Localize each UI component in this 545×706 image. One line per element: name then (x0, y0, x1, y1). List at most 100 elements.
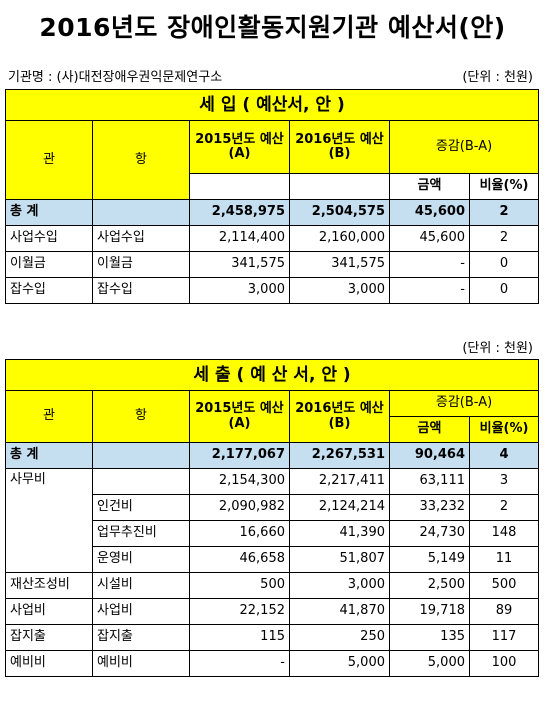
total-label: 총 계 (5, 199, 93, 226)
table-row: 사무비 2,154,300 2,217,411 63,111 3 (5, 468, 540, 573)
cell-2016: 2,124,214 (289, 494, 390, 521)
cell-2015: 46,658 (189, 546, 290, 573)
col-hang: 항 (92, 390, 190, 443)
cell-ratio: 117 (468, 624, 540, 651)
cell-gwan: 잡수입 (5, 277, 93, 304)
total-2015: 2,458,975 (189, 199, 290, 226)
col-2016: 2016년도 예산(B) (289, 390, 390, 443)
cell-2015: - (189, 650, 290, 677)
cell-ratio: 2 (468, 494, 540, 521)
col-2016: 2016년도 예산(B) (289, 120, 390, 174)
cell-amount: 5,149 (389, 546, 470, 573)
cell-ratio: 100 (468, 650, 540, 677)
cell-2016: 5,000 (289, 650, 390, 677)
cell-2015: 2,154,300 (189, 468, 290, 495)
cell-ratio: 2 (468, 225, 540, 252)
cell-hang: 예비비 (92, 650, 190, 677)
cell-gwan: 사업비 (5, 598, 93, 625)
table-row: 예비비 예비비 - 5,000 5,000 100 (5, 650, 540, 677)
cell-2016: 51,807 (289, 546, 390, 573)
cell-2016: 3,000 (289, 572, 390, 599)
col-2016-sub (289, 173, 390, 200)
cell-2015: 16,660 (189, 520, 290, 547)
income-heading: 세 입 ( 예산서, 안 ) (4, 89, 540, 121)
cell-ratio: 11 (468, 546, 540, 573)
cell-2016: 341,575 (289, 251, 390, 278)
cell-amount: 2,500 (389, 572, 470, 599)
cell-hang: 시설비 (92, 572, 190, 599)
cell-amount: - (389, 251, 470, 278)
cell-ratio: 0 (468, 251, 540, 278)
cell-ratio: 0 (468, 277, 540, 304)
income-table: 세 입 ( 예산서, 안 ) 관 항 2015년도 예산(A) 2016년도 예… (4, 89, 540, 304)
page-title: 2016년도 장애인활동지원기관 예산서(안) (39, 13, 506, 42)
cell-2016: 41,870 (289, 598, 390, 625)
col-ratio: 비율(%) (468, 416, 540, 443)
expense-table: 세 출 ( 예 산 서, 안 ) 관 항 2015년도 예산(A) 2016년도… (4, 359, 540, 677)
total-label: 총 계 (5, 442, 93, 469)
cell-amount: 135 (389, 624, 470, 651)
col-diff: 증감(B-A) (388, 390, 540, 417)
cell-amount: 63,111 (389, 468, 470, 495)
cell-2015: 500 (189, 572, 290, 599)
org-label: 기관명 : (사)대전장애우권익문제연구소 (8, 70, 223, 85)
cell-ratio: 89 (468, 598, 540, 625)
table-row: 사업수입 사업수입 2,114,400 2,160,000 45,600 2 (5, 225, 540, 252)
total-ratio: 2 (468, 199, 540, 226)
total-hang (92, 199, 190, 226)
cell-hang: 이월금 (92, 251, 190, 278)
total-2016: 2,504,575 (289, 199, 390, 226)
table-row: 잡수입 잡수입 3,000 3,000 - 0 (5, 277, 540, 304)
cell-amount: 45,600 (389, 225, 470, 252)
table-row: 업무추진비 16,660 41,390 24,730 148 (6, 520, 540, 547)
cell-amount: 24,730 (389, 520, 470, 547)
col-hang: 항 (92, 120, 190, 200)
col-diff: 증감(B-A) (388, 120, 540, 174)
total-hang (92, 442, 190, 469)
cell-hang: 사업수입 (92, 225, 190, 252)
cell-ratio: 3 (468, 468, 540, 495)
cell-2016: 250 (289, 624, 390, 651)
expense-total-row: 총 계 2,177,067 2,267,531 90,464 4 (5, 442, 540, 469)
cell-gwan: 예비비 (5, 650, 93, 677)
cell-amount: 5,000 (389, 650, 470, 677)
cell-2015: 22,152 (189, 598, 290, 625)
cell-gwan: 이월금 (5, 251, 93, 278)
cell-gwan: 사무비 (5, 468, 93, 573)
total-amount: 90,464 (389, 442, 470, 469)
cell-hang (92, 468, 190, 495)
cell-hang: 잡지출 (92, 624, 190, 651)
cell-2015: 115 (189, 624, 290, 651)
col-ratio: 비율(%) (468, 173, 540, 200)
table-row: 잡지출 잡지출 115 250 135 117 (5, 624, 540, 651)
expense-heading: 세 출 ( 예 산 서, 안 ) (4, 359, 540, 391)
col-gwan: 관 (5, 120, 93, 200)
cell-2015: 2,114,400 (189, 225, 290, 252)
cell-hang: 잡수입 (92, 277, 190, 304)
income-total-row: 총 계 2,458,975 2,504,575 45,600 2 (5, 199, 540, 226)
col-2015: 2015년도 예산(A) (189, 120, 290, 174)
cell-ratio: 148 (468, 520, 540, 547)
cell-gwan: 사업수입 (5, 225, 93, 252)
cell-2016: 3,000 (289, 277, 390, 304)
unit-label: (단위 : 천원) (462, 70, 533, 85)
cell-2015: 3,000 (189, 277, 290, 304)
cell-hang: 인건비 (92, 494, 190, 521)
cell-gwan: 잡지출 (5, 624, 93, 651)
table-row: 사업비 사업비 22,152 41,870 19,718 89 (5, 598, 540, 625)
cell-hang: 운영비 (92, 546, 190, 573)
col-gwan: 관 (5, 390, 93, 443)
cell-2016: 2,217,411 (289, 468, 390, 495)
cell-amount: 19,718 (389, 598, 470, 625)
total-2015: 2,177,067 (189, 442, 290, 469)
unit-label-expense: (단위 : 천원) (462, 341, 533, 356)
col-amount: 금액 (389, 416, 470, 443)
col-2015-sub (189, 173, 290, 200)
table-row: 이월금 이월금 341,575 341,575 - 0 (5, 251, 540, 278)
total-2016: 2,267,531 (289, 442, 390, 469)
table-row: 인건비 2,090,982 2,124,214 33,232 2 (6, 494, 540, 521)
cell-2016: 2,160,000 (289, 225, 390, 252)
total-amount: 45,600 (389, 199, 470, 226)
cell-hang: 업무추진비 (92, 520, 190, 547)
table-row: 재산조성비 시설비 500 3,000 2,500 500 (5, 572, 540, 599)
